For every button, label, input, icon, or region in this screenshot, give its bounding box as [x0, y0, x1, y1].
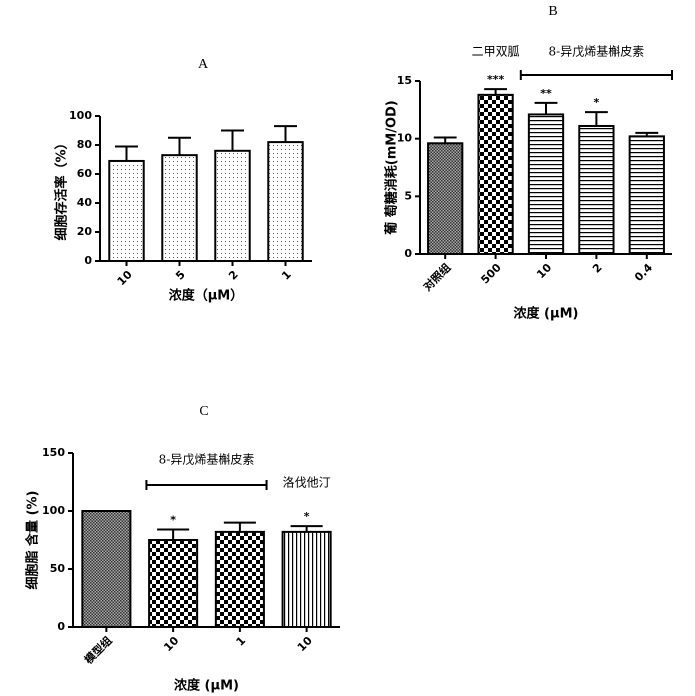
group-label: 8-异戊烯基槲皮素 — [549, 45, 645, 59]
bar — [527, 113, 565, 255]
y-axis-label: 葡 萄糖消耗(mM/OD) — [384, 100, 400, 235]
error-bar — [115, 145, 138, 161]
y-tick-label: 0 — [404, 247, 412, 260]
y-tick-label: 150 — [42, 446, 65, 459]
error-bar — [223, 521, 256, 532]
y-tick-label: 5 — [404, 189, 412, 202]
x-tick-label: 2 — [590, 261, 605, 276]
group-label: 洛伐他汀 — [283, 475, 331, 490]
bar — [477, 93, 514, 255]
bar — [81, 510, 132, 628]
y-tick-label: 10 — [397, 132, 413, 145]
error-bar — [290, 525, 323, 532]
x-tick-label: 1 — [279, 268, 294, 283]
chart-title: B — [548, 4, 557, 19]
significance-label: * — [594, 96, 600, 109]
y-tick-label: 60 — [77, 167, 93, 180]
x-tick-label: 10 — [295, 634, 315, 654]
x-tick-label: 对照组 — [420, 260, 453, 293]
x-tick-label: 10 — [534, 261, 554, 281]
significance-label: ** — [540, 87, 552, 100]
group-label: 8-异戊烯基槲皮素 — [159, 453, 255, 467]
y-tick-label: 40 — [77, 196, 93, 209]
x-tick-label: 5 — [173, 268, 188, 283]
error-bar — [534, 101, 558, 115]
group-label: 二甲双胍 — [472, 44, 520, 59]
x-axis-label: 浓度 (μM) — [514, 306, 579, 322]
bar — [281, 530, 332, 629]
x-axis-label: 浓度 (μM) — [174, 678, 239, 694]
bar — [427, 142, 464, 255]
error-bar — [274, 125, 297, 143]
significance-label: *** — [487, 73, 505, 86]
error-bar — [584, 111, 608, 126]
x-tick-label: 10 — [161, 634, 181, 654]
y-tick-label: 100 — [42, 504, 65, 517]
x-tick-label: 0.4 — [632, 261, 655, 284]
y-tick-label: 0 — [84, 254, 92, 267]
y-tick-label: 20 — [77, 225, 93, 238]
error-bar — [221, 129, 244, 151]
y-axis-label: 细胞脂 含量 (%) — [25, 491, 41, 590]
y-tick-label: 80 — [77, 138, 93, 151]
y-tick-label: 50 — [50, 562, 66, 575]
x-tick-label: 500 — [478, 261, 504, 287]
significance-label: * — [304, 510, 310, 523]
bar — [148, 539, 199, 628]
error-bar — [433, 136, 457, 144]
y-tick-label: 100 — [69, 109, 92, 122]
y-axis-label: 细胞存活率（%） — [54, 136, 70, 240]
bar — [214, 530, 265, 629]
chart-title: A — [198, 57, 209, 72]
significance-label: * — [170, 514, 176, 527]
bar — [628, 135, 665, 255]
x-tick-label: 10 — [115, 268, 135, 288]
error-bar — [484, 88, 508, 95]
bar — [108, 159, 145, 262]
bar — [161, 154, 198, 262]
y-tick-label: 0 — [57, 620, 65, 633]
bar — [267, 141, 304, 263]
group-bracket — [519, 70, 673, 80]
chart-title: C — [199, 404, 208, 419]
error-bar — [168, 136, 191, 156]
x-axis-label: 浓度（μM） — [169, 288, 244, 304]
x-tick-label: 1 — [234, 634, 249, 649]
error-bar — [635, 131, 659, 137]
y-tick-label: 15 — [397, 74, 412, 87]
x-tick-label: 模型组 — [81, 633, 114, 666]
group-bracket — [145, 480, 268, 490]
x-tick-label: 2 — [226, 268, 241, 283]
bar — [578, 124, 615, 256]
bar — [214, 149, 251, 262]
error-bar — [157, 528, 190, 540]
